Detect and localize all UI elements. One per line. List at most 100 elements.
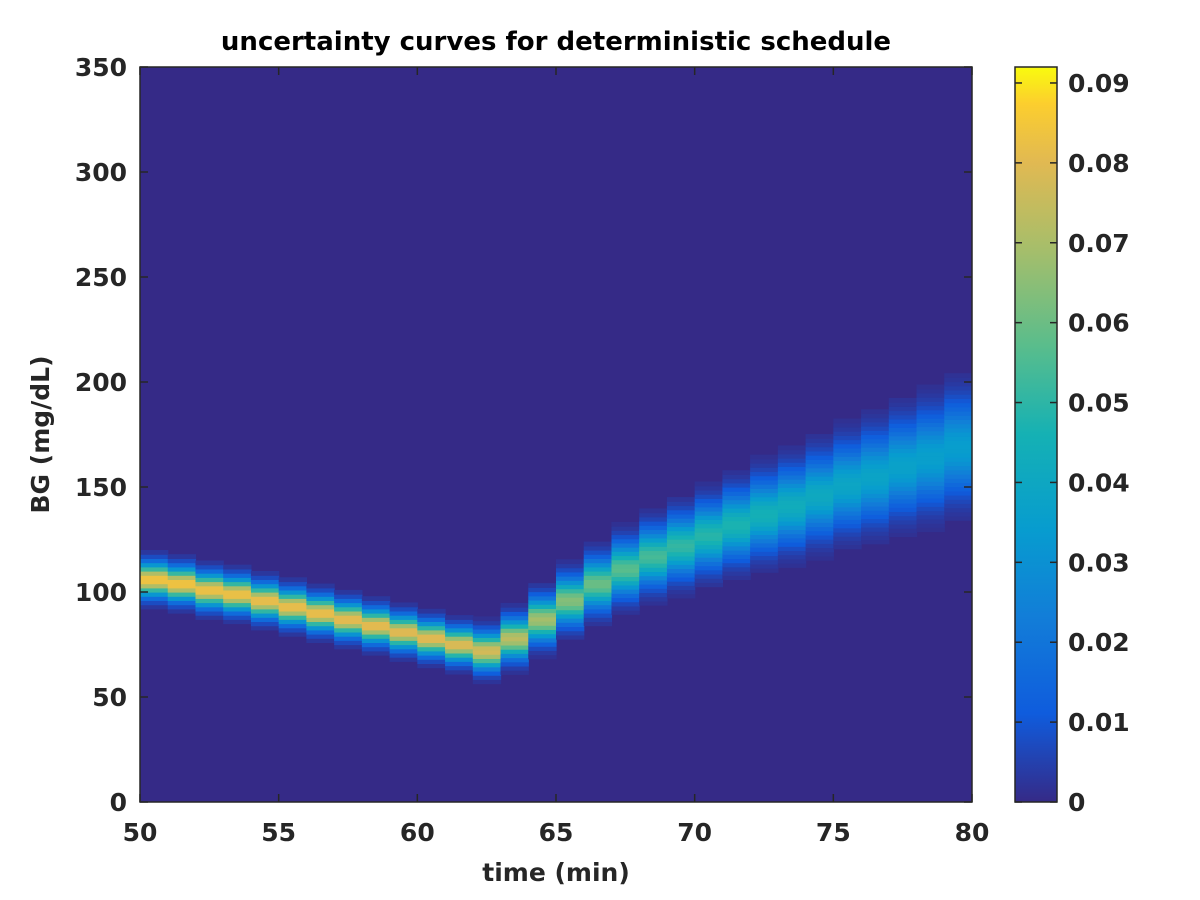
heatmap-cell xyxy=(583,587,613,593)
heatmap-cell xyxy=(445,665,474,671)
x-tick-label: 70 xyxy=(677,818,712,847)
heatmap-cell xyxy=(861,522,890,528)
heatmap-cell xyxy=(722,491,751,496)
heatmap-cell xyxy=(805,480,834,486)
heatmap-cell xyxy=(472,666,502,672)
heatmap-cell xyxy=(611,576,640,582)
heatmap-cell xyxy=(445,669,474,675)
heatmap-cell xyxy=(223,564,252,570)
heatmap-cell xyxy=(500,623,529,629)
heatmap-cell xyxy=(777,521,807,526)
heatmap-cell xyxy=(556,601,585,607)
heatmap-cell xyxy=(694,481,723,487)
heatmap-cell xyxy=(888,523,918,529)
heatmap-cell xyxy=(944,499,972,504)
heatmap-cell xyxy=(140,596,169,601)
heatmap-cell xyxy=(417,625,446,631)
heatmap-cell xyxy=(583,550,613,555)
heatmap-cell xyxy=(861,484,890,490)
heatmap-cell xyxy=(140,592,169,597)
heatmap-cell xyxy=(888,423,918,428)
heatmap-cell xyxy=(777,550,807,556)
heatmap-cell xyxy=(639,546,668,552)
heatmap-cell xyxy=(528,637,557,643)
heatmap-cell xyxy=(611,597,640,603)
heatmap-cell xyxy=(445,661,474,667)
heatmap-cell xyxy=(888,414,918,420)
heatmap-cell xyxy=(278,606,307,612)
heatmap-cell xyxy=(195,615,224,620)
heatmap-cell xyxy=(916,468,945,474)
heatmap-cell xyxy=(140,575,169,580)
heatmap-cell xyxy=(944,436,972,441)
heatmap-cell xyxy=(472,679,502,685)
heatmap-cell xyxy=(805,484,834,490)
heatmap-cell xyxy=(888,473,918,479)
heatmap-cell xyxy=(861,447,890,452)
heatmap-cell xyxy=(334,631,363,637)
heatmap-cell xyxy=(250,600,280,606)
heatmap-cell xyxy=(888,486,918,491)
heatmap-cell xyxy=(445,623,474,629)
heatmap-cell xyxy=(639,600,668,606)
y-tick-label: 250 xyxy=(75,263,127,292)
heatmap-cell xyxy=(195,560,224,566)
heatmap-cell xyxy=(278,577,307,583)
heatmap-cell xyxy=(916,514,945,520)
heatmap-cell xyxy=(750,475,779,481)
heatmap-cell xyxy=(750,505,779,510)
y-axis-label: BG (mg/dL) xyxy=(26,355,55,513)
heatmap-cell xyxy=(833,456,862,462)
heatmap-cell xyxy=(639,575,668,581)
heatmap-cell xyxy=(888,410,918,416)
heatmap-cell xyxy=(611,568,640,573)
heatmap-cell xyxy=(777,554,807,560)
heatmap-cell xyxy=(278,602,307,608)
heatmap-cell xyxy=(500,615,529,621)
heatmap-cell xyxy=(777,445,807,451)
heatmap-cell xyxy=(223,589,252,595)
heatmap-cell xyxy=(417,621,446,627)
chart-title: uncertainty curves for deterministic sch… xyxy=(221,27,891,57)
heatmap-cell xyxy=(666,560,696,565)
heatmap-cell xyxy=(639,584,668,589)
heatmap-cell xyxy=(611,563,640,569)
heatmap-cell xyxy=(306,629,335,635)
heatmap-cell xyxy=(639,537,668,543)
heatmap-cell xyxy=(805,526,834,532)
heatmap-cell xyxy=(916,506,945,512)
heatmap-cell xyxy=(777,558,807,564)
heatmap-cell xyxy=(334,594,363,599)
heatmap-cell xyxy=(833,435,862,441)
heatmap-cell xyxy=(916,430,945,436)
heatmap-cell xyxy=(195,585,224,591)
heatmap-cell xyxy=(777,474,807,480)
heatmap-cell xyxy=(611,547,640,552)
heatmap-cell xyxy=(666,543,696,549)
heatmap-cell xyxy=(361,638,391,643)
heatmap-cell xyxy=(611,530,640,536)
heatmap-cell xyxy=(666,505,696,511)
heatmap-cell xyxy=(583,608,613,614)
heatmap-cell xyxy=(389,657,418,662)
heatmap-cell xyxy=(805,434,834,439)
heatmap-cell xyxy=(805,522,834,528)
heatmap-cell xyxy=(278,594,307,599)
heatmap-cell xyxy=(417,634,446,639)
heatmap-cell xyxy=(611,605,640,611)
heatmap-cell xyxy=(777,487,807,493)
heatmap-cell xyxy=(833,536,862,541)
heatmap-cell xyxy=(223,573,252,578)
heatmap-cell xyxy=(334,598,363,604)
heatmap-cell xyxy=(306,604,335,610)
heatmap-cell xyxy=(167,571,197,576)
heatmap-cell xyxy=(556,609,585,615)
heatmap-cell xyxy=(389,602,418,608)
heatmap-cell xyxy=(694,485,723,491)
heatmap-cell xyxy=(833,426,862,432)
heatmap-cell xyxy=(666,501,696,507)
heatmap-cell xyxy=(528,620,557,626)
y-tick-label: 150 xyxy=(75,473,127,502)
heatmap-cell xyxy=(195,598,224,604)
